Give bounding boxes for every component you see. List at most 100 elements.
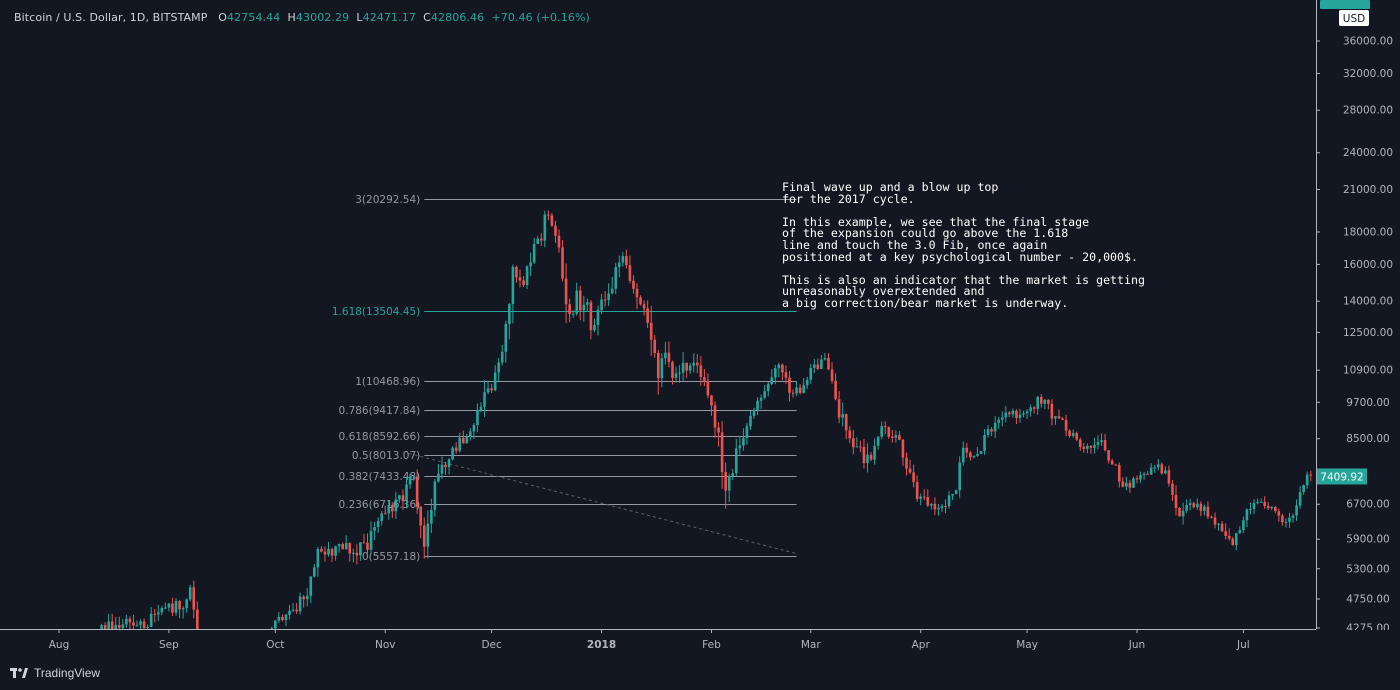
candle-body bbox=[993, 422, 997, 432]
candle-body bbox=[1284, 521, 1288, 523]
candle-body bbox=[820, 359, 823, 369]
candle-body bbox=[1288, 517, 1291, 522]
candle-body bbox=[383, 513, 387, 515]
candle-body bbox=[681, 362, 685, 373]
candle-body bbox=[320, 548, 323, 552]
time-axis[interactable]: Aug Sep Oct Nov Dec 2018 Feb Mar Apr May Jun Jul bbox=[0, 629, 1400, 660]
candle-body bbox=[270, 628, 274, 630]
fib-level-label: 0.236(6716.36) bbox=[339, 499, 421, 511]
candle-body bbox=[355, 552, 359, 556]
candle-body bbox=[837, 399, 841, 418]
candle-body bbox=[1273, 506, 1277, 512]
note-line: for the 2017 cycle. bbox=[782, 191, 915, 206]
candle-body bbox=[685, 362, 688, 371]
time-tick-label: Aug bbox=[49, 639, 70, 651]
candle-body bbox=[490, 388, 493, 391]
note-paragraph-3: This is also an indicator that the marke… bbox=[782, 274, 1162, 310]
candle-body bbox=[873, 445, 876, 460]
candle-body bbox=[908, 468, 912, 473]
candle-body bbox=[1008, 412, 1011, 415]
candle-body bbox=[1249, 508, 1252, 510]
price-axis[interactable]: 36000.00 32000.00 28000.00 24000.00 21000.00… bbox=[1316, 0, 1400, 635]
candle-body bbox=[919, 496, 922, 499]
note-line: In this example, we see that the final s… bbox=[782, 214, 1090, 229]
candle-body bbox=[632, 280, 635, 289]
candle-body bbox=[1252, 503, 1256, 509]
candle-body bbox=[997, 419, 1001, 423]
candle-body bbox=[841, 414, 844, 418]
candle-body bbox=[433, 481, 437, 510]
candle-body bbox=[472, 424, 476, 432]
price-tick-label: 5300.00 bbox=[1346, 563, 1389, 575]
candle-body bbox=[976, 454, 979, 456]
candle-body bbox=[688, 365, 692, 371]
candle-body bbox=[1291, 515, 1295, 518]
price-tick-label: 28000.00 bbox=[1343, 105, 1393, 117]
price-tick-label: 9700.00 bbox=[1346, 397, 1389, 409]
price-tick-label: 24000.00 bbox=[1343, 147, 1393, 159]
candle-body bbox=[1086, 445, 1089, 449]
candle-body bbox=[100, 625, 103, 629]
candle-body bbox=[139, 621, 142, 625]
candle-body bbox=[291, 609, 295, 611]
candle-body bbox=[1089, 445, 1093, 448]
candle-body bbox=[578, 290, 582, 311]
candle-body bbox=[695, 362, 699, 366]
candle-body bbox=[458, 437, 462, 451]
candle-body bbox=[852, 438, 855, 448]
candle-body bbox=[1213, 517, 1217, 525]
candle-body bbox=[674, 373, 678, 378]
candle-body bbox=[703, 376, 706, 381]
candle-body bbox=[951, 493, 954, 496]
candle-body bbox=[713, 405, 717, 428]
candle-body bbox=[961, 447, 965, 463]
candle-body bbox=[171, 603, 174, 613]
note-line: of the expansion could go above the 1.61… bbox=[782, 226, 1069, 241]
candle-body bbox=[394, 499, 398, 512]
candle-body bbox=[1093, 444, 1096, 448]
price-axis-bg bbox=[1316, 0, 1400, 629]
fib-level-label: 0.786(9417.84) bbox=[339, 405, 421, 417]
candle-body bbox=[777, 364, 781, 369]
candle-body bbox=[536, 238, 540, 244]
candle-body bbox=[451, 447, 454, 460]
candle-body bbox=[1029, 407, 1032, 412]
candle-body bbox=[288, 610, 291, 615]
candle-body bbox=[142, 621, 146, 629]
candle-body bbox=[309, 576, 313, 596]
candle-body bbox=[1238, 530, 1242, 534]
candle-body bbox=[313, 567, 316, 577]
time-tick-label: Jul bbox=[1236, 639, 1250, 651]
candle-body bbox=[160, 607, 164, 613]
candle-body bbox=[635, 288, 639, 298]
candle-body bbox=[646, 308, 649, 323]
candle-body bbox=[334, 546, 337, 556]
candle-body bbox=[1245, 509, 1249, 521]
candle-body bbox=[1011, 410, 1015, 415]
candle-body bbox=[1185, 505, 1188, 511]
candle-body bbox=[642, 304, 646, 309]
candle-body bbox=[543, 214, 547, 241]
candle-body bbox=[1227, 535, 1231, 539]
time-tick-label: Feb bbox=[702, 639, 721, 651]
candle-body bbox=[848, 430, 852, 439]
candle-body bbox=[128, 618, 132, 623]
candle-body bbox=[554, 225, 557, 236]
candle-body bbox=[188, 587, 192, 600]
tradingview-logo[interactable]: TradingView bbox=[10, 666, 100, 680]
candle-body bbox=[933, 503, 937, 510]
time-tick-label: Dec bbox=[481, 639, 502, 651]
candle-body bbox=[983, 434, 986, 452]
change-value: +70.46 (+0.16%) bbox=[491, 11, 590, 24]
candle-body bbox=[107, 621, 110, 629]
time-tick-label: Oct bbox=[266, 639, 284, 651]
candle-body bbox=[1071, 433, 1075, 437]
candle-body bbox=[813, 364, 816, 368]
candle-body bbox=[422, 525, 426, 547]
currency-badge[interactable] bbox=[1339, 10, 1369, 26]
candle-body bbox=[341, 544, 344, 550]
candle-body bbox=[844, 414, 848, 431]
currency-label: USD bbox=[1343, 13, 1365, 25]
candle-body bbox=[671, 361, 674, 378]
